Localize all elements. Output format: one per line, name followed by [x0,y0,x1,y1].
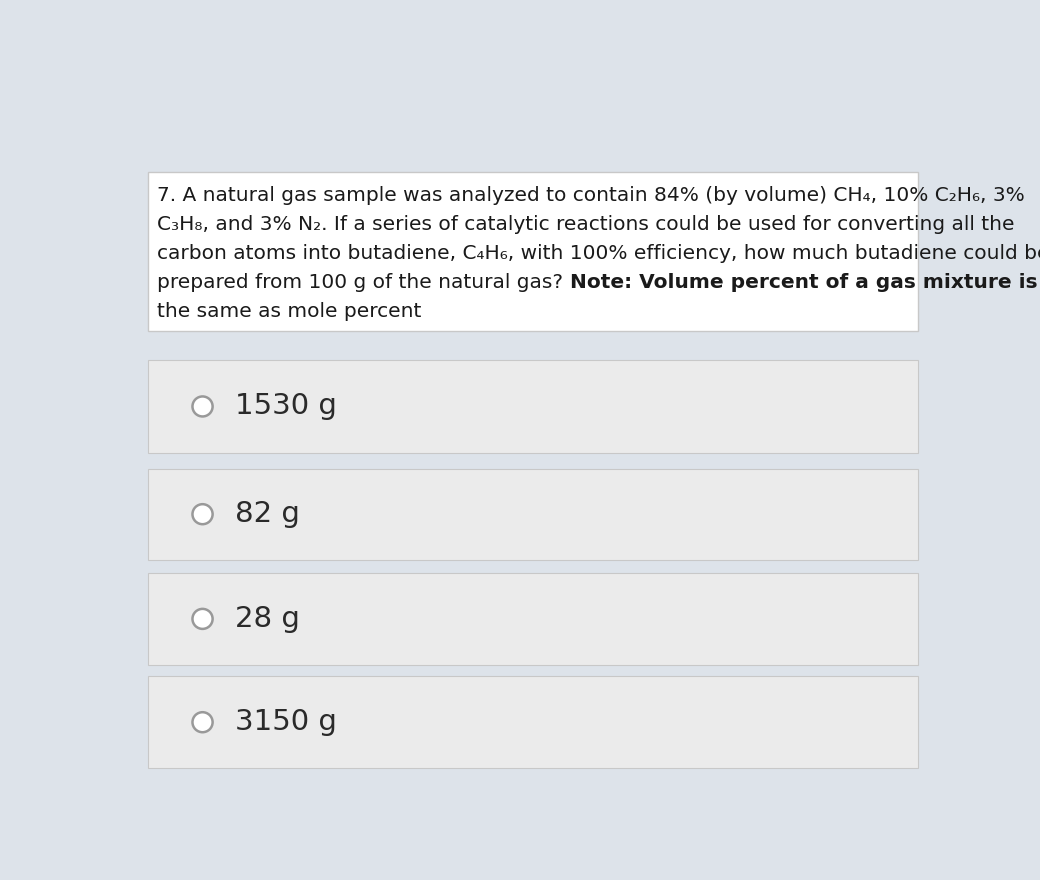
Text: 82 g: 82 g [235,500,301,528]
Ellipse shape [192,504,212,524]
Text: prepared from 100 g of the natural gas?: prepared from 100 g of the natural gas? [157,273,570,292]
FancyBboxPatch shape [148,172,918,331]
FancyBboxPatch shape [148,573,918,664]
Text: Note: Volume percent of a gas mixture is: Note: Volume percent of a gas mixture is [570,273,1038,292]
Ellipse shape [192,712,212,732]
Text: 3150 g: 3150 g [235,708,337,737]
Ellipse shape [192,609,212,629]
Text: C₃H₈, and 3% N₂. If a series of catalytic reactions could be used for converting: C₃H₈, and 3% N₂. If a series of catalyti… [157,215,1015,234]
Text: 28 g: 28 g [235,605,301,633]
Text: 7. A natural gas sample was analyzed to contain 84% (by volume) CH₄, 10% C₂H₆, 3: 7. A natural gas sample was analyzed to … [157,186,1025,204]
Text: the same as mole percent: the same as mole percent [157,302,422,321]
FancyBboxPatch shape [148,676,918,768]
FancyBboxPatch shape [148,469,918,560]
Text: carbon atoms into butadiene, C₄H₆, with 100% efficiency, how much butadiene coul: carbon atoms into butadiene, C₄H₆, with … [157,244,1040,263]
Ellipse shape [192,397,212,416]
Text: 1530 g: 1530 g [235,392,337,421]
FancyBboxPatch shape [148,360,918,453]
